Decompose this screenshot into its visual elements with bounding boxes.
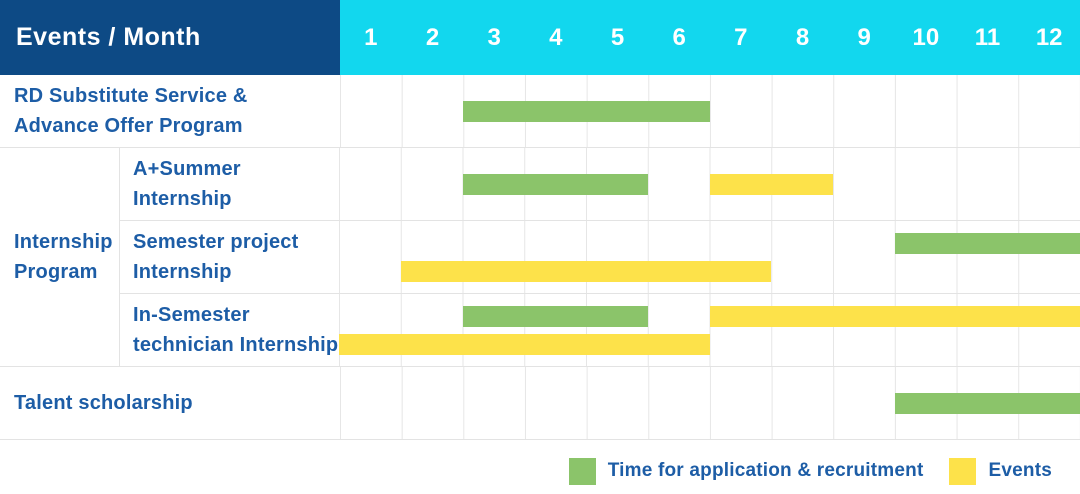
event-bar [709, 174, 833, 195]
application-bar [894, 233, 1080, 254]
month-label-3: 3 [487, 23, 501, 51]
month-label-8: 8 [795, 23, 810, 51]
corner-header: Events / Month [0, 0, 340, 75]
row-label-a-plus-summer-internship: A+Summer Internship [120, 148, 339, 220]
row-label-line: Advance Offer Program [14, 115, 243, 137]
month-header-row: 1 2 3 4 5 6 7 8 9 10 11 12 [340, 0, 1080, 75]
gantt-track [340, 75, 1080, 147]
group-label-internship-program: Internship Program [0, 148, 120, 366]
table-header-row: Events / Month 1 2 3 4 5 6 7 8 9 10 11 1… [0, 0, 1080, 75]
application-bar [462, 306, 648, 327]
application-bar [895, 393, 1080, 414]
legend-swatch-application-icon [568, 457, 596, 485]
row-label-semester-project-internship: Semester project Internship [120, 221, 339, 293]
month-label-2: 2 [425, 23, 440, 51]
legend-swatch-events-icon [949, 457, 977, 485]
event-bar [709, 306, 1080, 327]
table-row: Semester project Internship [120, 221, 1080, 294]
row-label-in-semester-technician-internship: In-Semester technician Internship [120, 294, 339, 366]
event-bar [400, 261, 772, 282]
month-label-10: 10 [912, 23, 940, 51]
table-row: In-Semester technician Internship [120, 294, 1080, 366]
row-label-line: Internship [133, 188, 232, 210]
group-sub-rows: A+Summer Internship Semester project Int… [120, 148, 1080, 366]
group-label-line: Internship [14, 231, 113, 253]
month-label-6: 6 [672, 23, 686, 51]
table-row: A+Summer Internship [120, 148, 1080, 221]
legend-label-events: Events [988, 460, 1052, 481]
group-label-line: Program [14, 261, 98, 283]
month-label-4: 4 [549, 23, 563, 51]
gantt-track [339, 294, 1080, 366]
row-label-line: Internship [133, 261, 232, 283]
row-label-talent-scholarship: Talent scholarship [0, 367, 340, 439]
month-label-5: 5 [610, 23, 625, 51]
application-bar [462, 174, 648, 195]
event-bar [339, 334, 710, 355]
month-label-11: 11 [974, 23, 1001, 51]
legend-label-application: Time for application & recruitment [607, 460, 924, 481]
row-label-line: In-Semester [133, 304, 250, 326]
table-row: Talent scholarship [0, 367, 1080, 440]
row-label-line: Semester project [133, 231, 299, 253]
legend: Time for application & recruitment Event… [568, 456, 1052, 486]
month-label-12: 12 [1035, 23, 1063, 51]
month-label-7: 7 [734, 23, 748, 51]
row-label-line: Talent scholarship [14, 392, 193, 414]
row-label-rd-substitute-service: RD Substitute Service & Advance Offer Pr… [0, 75, 340, 147]
row-label-line: A+Summer [133, 158, 241, 180]
gantt-track [339, 221, 1080, 293]
page-title: Events / Month [16, 23, 201, 51]
row-label-line: RD Substitute Service & [14, 85, 248, 107]
month-label-1: 1 [364, 23, 378, 51]
month-label-9: 9 [857, 23, 871, 51]
gantt-track [339, 148, 1080, 220]
internship-program-group: Internship Program A+Summer Internship S… [0, 148, 1080, 367]
gantt-track [340, 367, 1080, 439]
row-label-line: technician Internship [133, 334, 339, 356]
table-row: RD Substitute Service & Advance Offer Pr… [0, 75, 1080, 148]
application-bar [463, 101, 710, 122]
